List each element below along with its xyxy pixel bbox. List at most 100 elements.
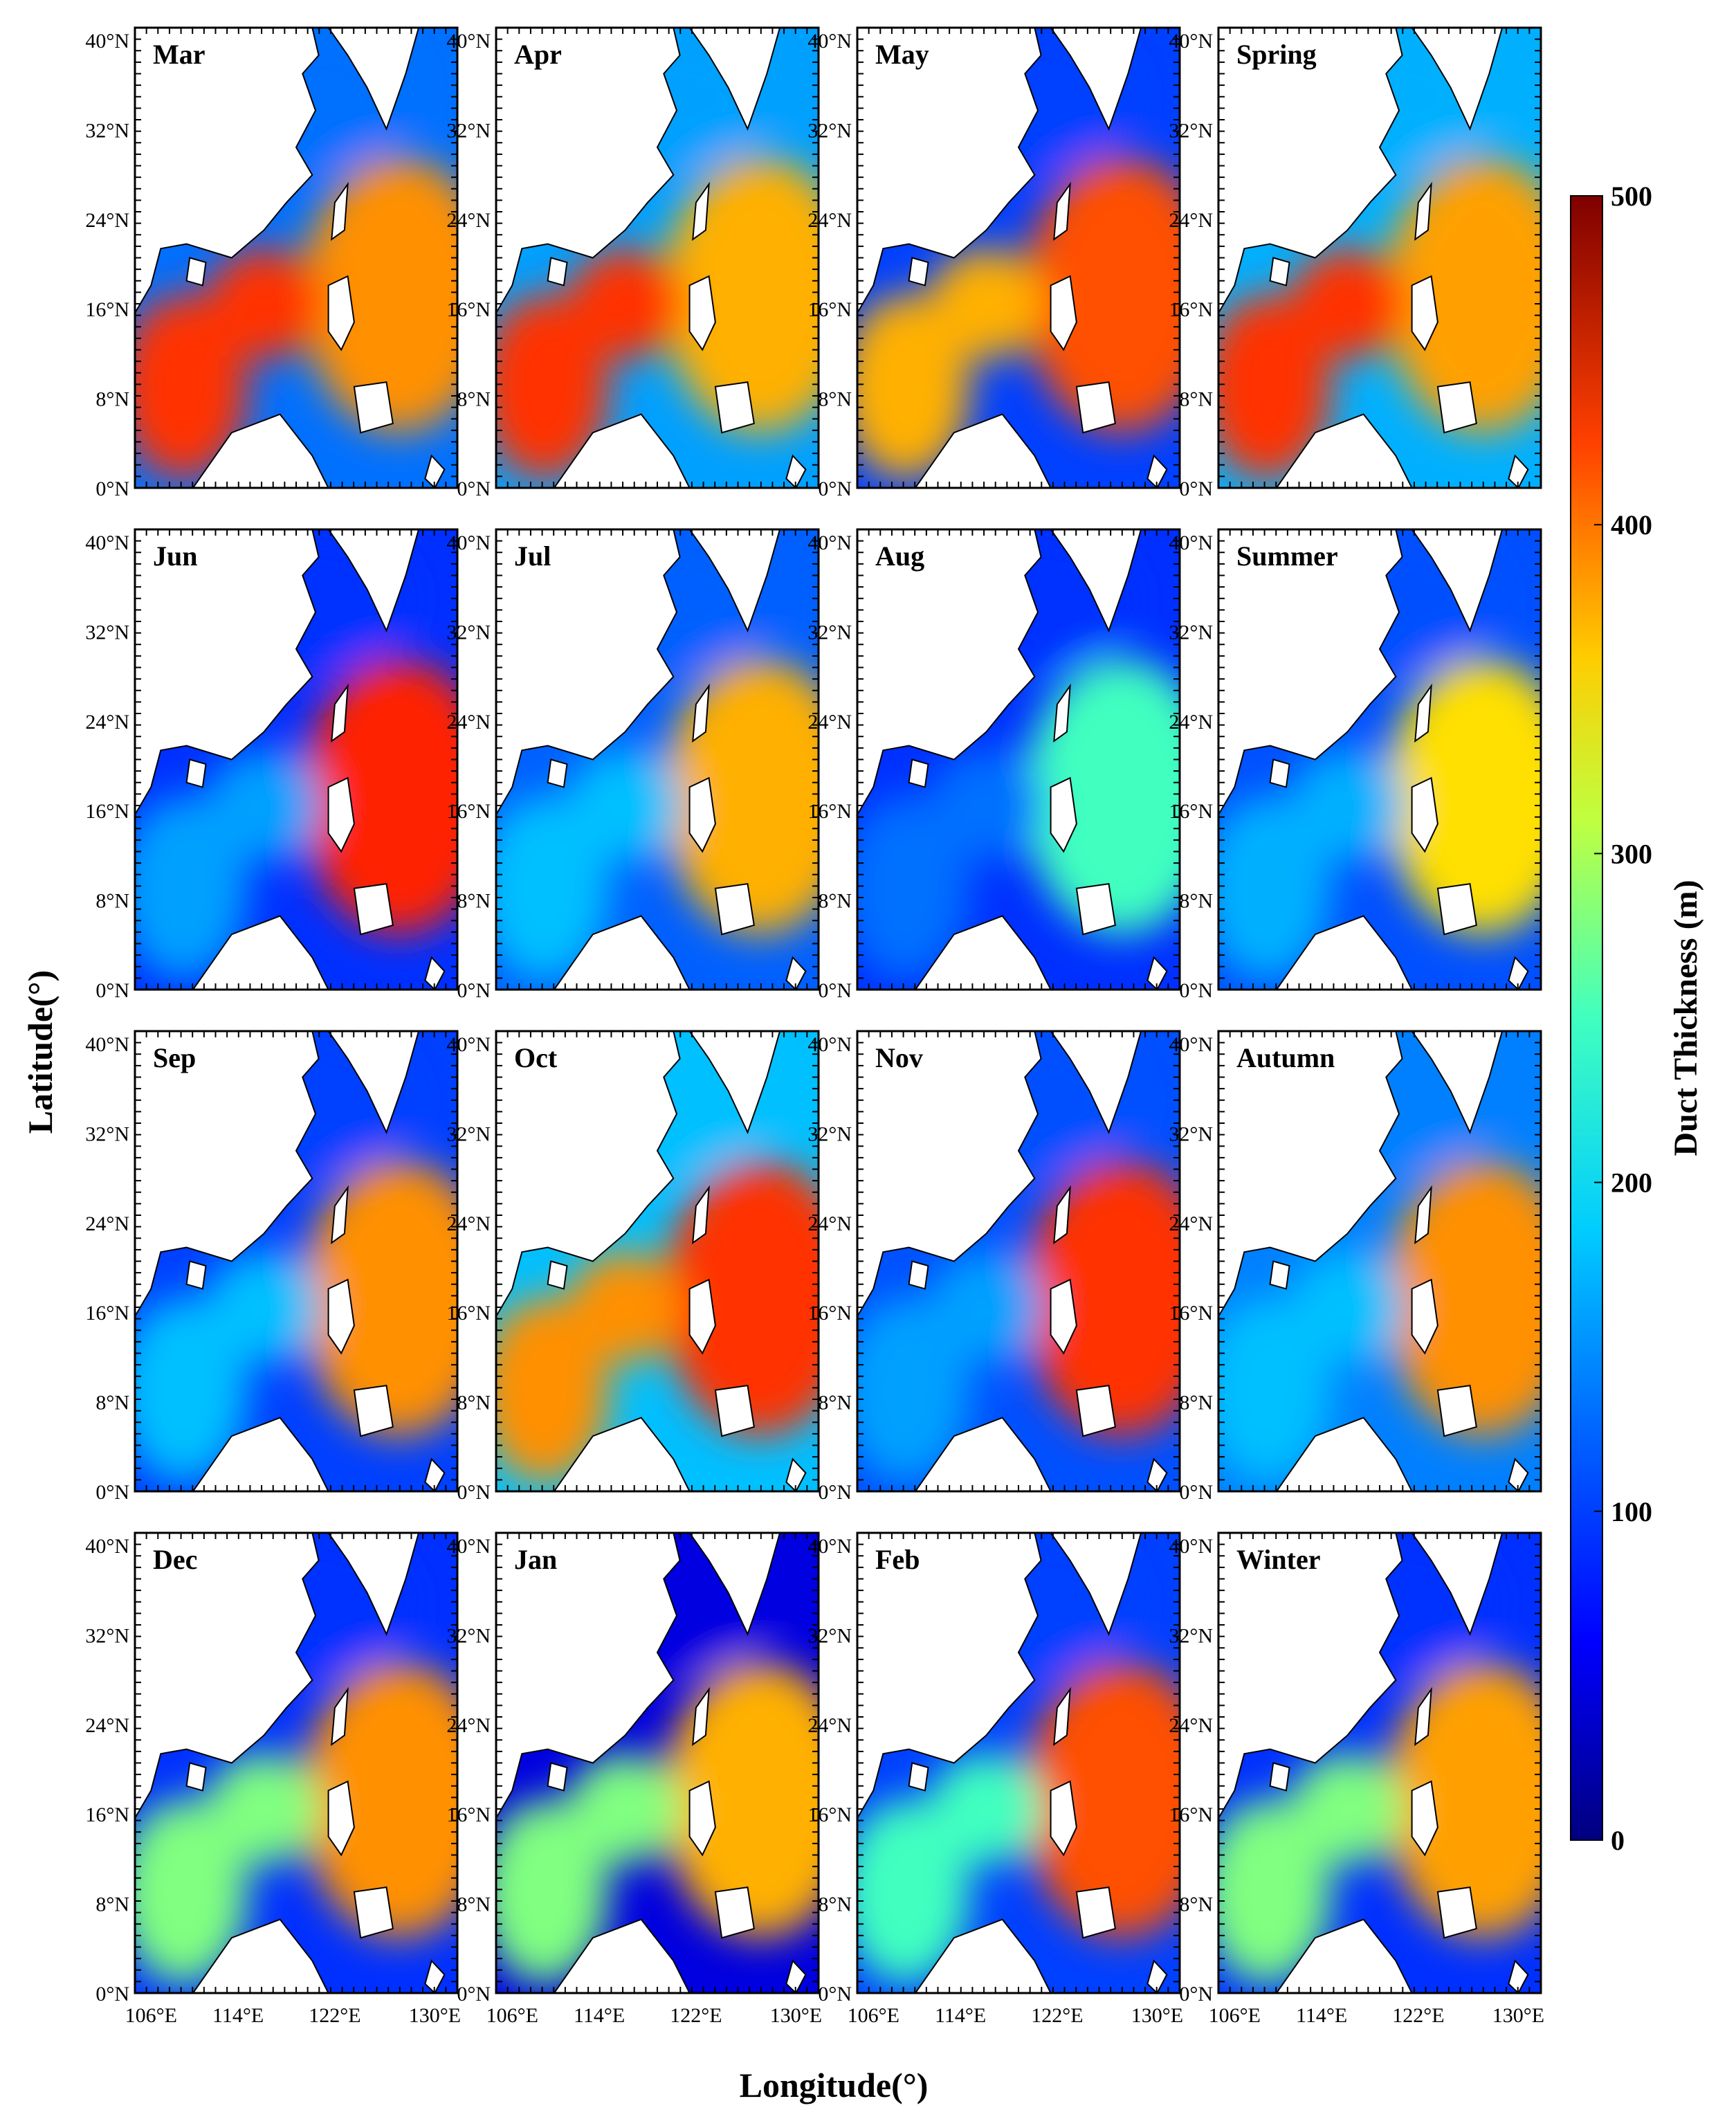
lat-tick-label: 40°N bbox=[807, 531, 852, 554]
panel-label: Mar bbox=[153, 39, 205, 70]
land-mass bbox=[1075, 1384, 1116, 1437]
land-mass bbox=[547, 1260, 568, 1290]
land-mass bbox=[547, 257, 568, 287]
land-mass bbox=[785, 454, 807, 488]
lat-tick-label: 40°N bbox=[446, 1535, 491, 1558]
lat-tick-label: 8°N bbox=[1179, 1392, 1213, 1415]
land-mass bbox=[1146, 1959, 1168, 1993]
panel-label: Winter bbox=[1236, 1544, 1320, 1575]
land-mass bbox=[1508, 454, 1529, 488]
colorbar-tick-label: 0 bbox=[1611, 1825, 1625, 1856]
lat-tick-label: 24°N bbox=[1169, 711, 1213, 734]
land-mass bbox=[692, 683, 710, 743]
colorbar-tick-label: 400 bbox=[1611, 509, 1652, 540]
lon-tick-label: 106°E bbox=[1209, 2004, 1261, 2027]
map-panel: Spring 0°N 8°N 16°N 24°N 32°N 40°N bbox=[1169, 26, 1542, 500]
land-mass bbox=[1053, 1686, 1071, 1746]
land-mass bbox=[553, 413, 691, 488]
lat-tick-label: 32°N bbox=[85, 621, 129, 644]
lat-tick-label: 8°N bbox=[1179, 388, 1213, 411]
colorbar-tick-label: 500 bbox=[1611, 181, 1652, 212]
lon-tick-label: 114°E bbox=[935, 2004, 986, 2027]
land-mass bbox=[692, 181, 710, 241]
land-mass bbox=[1218, 1031, 1403, 1318]
lon-tick-label: 114°E bbox=[574, 2004, 625, 2027]
lat-tick-label: 40°N bbox=[85, 1033, 129, 1056]
lat-tick-label: 16°N bbox=[85, 1803, 129, 1826]
lon-tick-label: 122°E bbox=[309, 2004, 360, 2027]
land-mass bbox=[192, 1918, 329, 1993]
lat-tick-label: 24°N bbox=[1169, 1212, 1213, 1235]
lat-tick-label: 8°N bbox=[818, 388, 852, 411]
lat-tick-label: 24°N bbox=[446, 209, 491, 232]
land-mass bbox=[1075, 381, 1116, 434]
land-mass bbox=[1436, 882, 1477, 936]
land-mass bbox=[688, 529, 781, 633]
map-panel: Jan 0°N 8°N 16°N 24°N 32°N 40°N 106°E 114°E 122°E… bbox=[446, 1531, 822, 2027]
land-mass bbox=[1436, 381, 1477, 434]
lon-tick-label: 106°E bbox=[848, 2004, 899, 2027]
land-mass bbox=[714, 381, 755, 434]
lon-tick-label: 130°E bbox=[409, 2004, 461, 2027]
lat-tick-label: 24°N bbox=[85, 209, 129, 232]
land-mass bbox=[553, 915, 691, 990]
land-mass bbox=[914, 413, 1052, 488]
land-mass bbox=[1050, 529, 1142, 633]
land-mass bbox=[688, 776, 716, 853]
land-mass bbox=[424, 1959, 446, 1993]
lat-tick-label: 16°N bbox=[85, 1302, 129, 1325]
lat-tick-label: 8°N bbox=[95, 1893, 129, 1916]
land-mass bbox=[1050, 1533, 1142, 1636]
land-mass bbox=[1050, 1780, 1077, 1857]
lat-tick-label: 24°N bbox=[807, 711, 852, 734]
land-mass bbox=[914, 1417, 1052, 1491]
colorbar-title: Duct Thickness (m) bbox=[1668, 880, 1704, 1156]
panel-label: Aug bbox=[875, 540, 924, 572]
lon-tick-label: 114°E bbox=[212, 2004, 264, 2027]
lat-tick-label: 40°N bbox=[446, 1033, 491, 1056]
lat-tick-label: 32°N bbox=[807, 1624, 852, 1647]
map-panel: Dec 0°N 8°N 16°N 24°N 32°N 40°N 106°E 114°E 122°E… bbox=[85, 1531, 461, 2027]
land-mass bbox=[553, 1417, 691, 1491]
map-panel: Mar 0°N 8°N 16°N 24°N 32°N 40°N bbox=[85, 26, 459, 500]
land-mass bbox=[496, 28, 681, 315]
land-mass bbox=[1411, 28, 1504, 131]
lat-tick-label: 16°N bbox=[1169, 1302, 1213, 1325]
land-mass bbox=[327, 776, 355, 853]
colorbar-tick-label: 100 bbox=[1611, 1496, 1652, 1527]
land-mass bbox=[353, 1384, 394, 1437]
land-mass bbox=[692, 1686, 710, 1746]
colorbar-ticks: 0 100 200 300 400 500 bbox=[1594, 181, 1652, 1856]
land-mass bbox=[1411, 275, 1438, 352]
land-mass bbox=[1508, 956, 1529, 990]
lat-tick-label: 40°N bbox=[85, 30, 129, 53]
land-mass bbox=[192, 915, 329, 990]
land-mass bbox=[692, 1185, 710, 1244]
map-panel: May 0°N 8°N 16°N 24°N 32°N 40°N bbox=[807, 26, 1181, 500]
land-mass bbox=[1218, 1533, 1403, 1820]
lon-tick-label: 130°E bbox=[770, 2004, 822, 2027]
land-mass bbox=[1269, 257, 1290, 287]
land-mass bbox=[327, 28, 420, 131]
land-mass bbox=[327, 1278, 355, 1355]
land-mass bbox=[1275, 915, 1413, 990]
map-panel: Sep 0°N 8°N 16°N 24°N 32°N 40°N bbox=[85, 1030, 459, 1504]
land-mass bbox=[1050, 776, 1077, 853]
land-mass bbox=[1050, 1031, 1142, 1134]
lat-tick-label: 24°N bbox=[85, 711, 129, 734]
lon-tick-label: 106°E bbox=[486, 2004, 538, 2027]
land-mass bbox=[496, 1031, 681, 1318]
lat-tick-label: 24°N bbox=[446, 711, 491, 734]
land-mass bbox=[496, 1533, 681, 1820]
land-mass bbox=[1050, 1278, 1077, 1355]
land-mass bbox=[1275, 1417, 1413, 1491]
land-mass bbox=[135, 529, 320, 817]
map-panel: Jun 0°N 8°N 16°N 24°N 32°N 40°N bbox=[85, 528, 459, 1002]
panel-label: Jul bbox=[514, 540, 551, 572]
land-mass bbox=[914, 1918, 1052, 1993]
land-mass bbox=[135, 1533, 320, 1820]
land-mass bbox=[185, 758, 207, 788]
map-panel: Apr 0°N 8°N 16°N 24°N 32°N 40°N bbox=[446, 26, 820, 500]
map-panel: Oct 0°N 8°N 16°N 24°N 32°N 40°N bbox=[446, 1030, 820, 1504]
lat-tick-label: 8°N bbox=[1179, 1893, 1213, 1916]
